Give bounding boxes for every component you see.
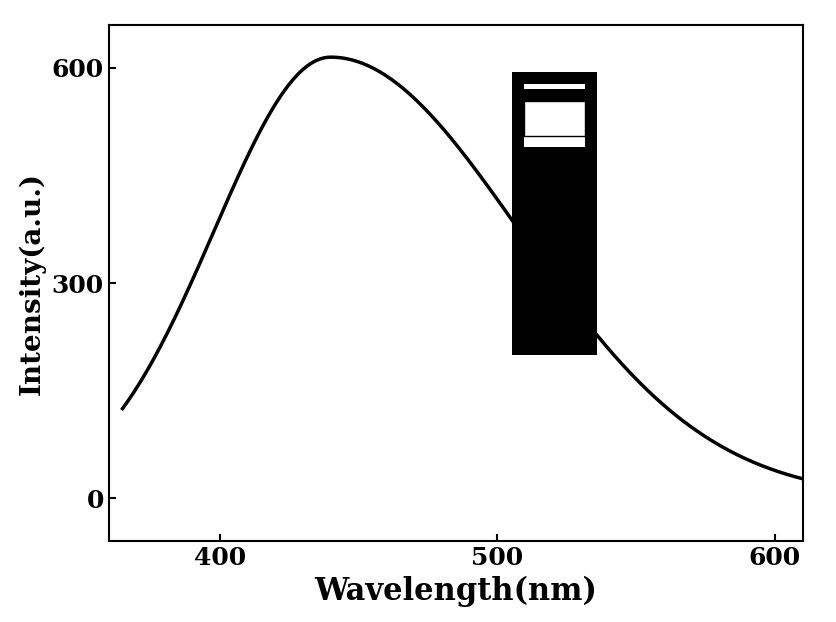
Y-axis label: Intensity(a.u.): Intensity(a.u.)	[18, 172, 46, 394]
X-axis label: Wavelength(nm): Wavelength(nm)	[314, 575, 597, 607]
